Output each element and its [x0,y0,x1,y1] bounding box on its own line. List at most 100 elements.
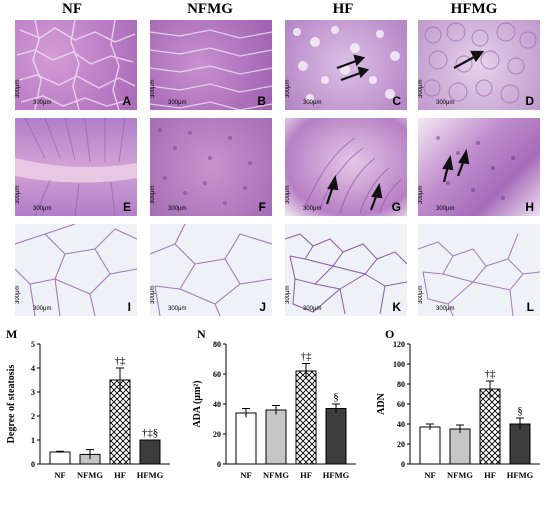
adipose-texture [150,224,272,316]
scale-bar-label: 300μm [15,79,21,98]
micrograph-panel-e: 300μm 300μm E [15,118,137,216]
bar [109,379,131,465]
y-tick-label: 2 [31,412,35,421]
arrow-icon [325,174,383,211]
scale-bar-label: 300μm [418,185,424,204]
scale-bar-label: 300μm [285,285,291,304]
scale-bar-label: 300μm [303,306,322,312]
panel-letter-d: D [525,94,534,108]
y-tick-label: 1 [31,436,35,445]
panel-letter-f: F [258,200,266,214]
micrograph-panel-l: 300μm 300μm L [418,224,540,316]
column-header-hfmg: HFMG [450,1,498,17]
scale-bar-label: 300μm [150,285,156,304]
arrow-icon [453,50,485,69]
significance-marker: †‡ [485,368,497,380]
bar [139,439,161,465]
scale-bar-label: 300μm [33,306,52,312]
scale-bar-label: 300μm [418,79,424,98]
panel-letter-k: K [392,300,401,314]
bar [235,412,257,465]
panel-letter-e: E [122,200,131,214]
bar [265,409,287,465]
bar [479,388,501,465]
liver-texture [150,29,272,110]
y-tick-label: 120 [393,340,405,349]
micrograph-panel-g: 300μm 300μm G [285,118,407,216]
x-tick-label: NFMG [77,470,103,480]
y-tick-label: 5 [31,340,35,349]
y-axis-label: ADN [376,392,387,414]
x-tick-label: NF [54,470,65,480]
y-tick-label: 0 [217,460,221,469]
scale-bar-label: 300μm [150,185,156,204]
x-tick-label: NFMG [263,470,289,480]
x-tick-label: HF [300,470,312,480]
y-axis-label: Degree of steatosis [6,365,17,444]
y-tick-label: 60 [397,400,405,409]
scale-bar-label: 300μm [168,306,187,312]
adipose-texture [285,233,407,315]
liver-texture [423,22,537,104]
column-header-hf: HF [332,1,354,17]
intestine-texture [436,136,515,200]
x-tick-label: NF [240,470,251,480]
bar [419,426,441,465]
panel-letter-h: H [525,200,534,214]
scale-bar-label: 300μm [418,285,424,304]
x-tick-label: HF [484,470,496,480]
y-tick-label: 80 [397,380,405,389]
scale-bar-label: 300μm [436,206,455,212]
panel-letter-l: L [526,300,534,314]
liver-texture [293,26,400,102]
y-tick-label: 80 [213,340,221,349]
y-tick-label: 40 [213,400,221,409]
bar [325,408,347,465]
y-tick-label: 20 [213,430,221,439]
scale-bar-label: 300μm [303,100,322,106]
panel-letter-a: A [122,94,131,108]
scale-bar-label: 300μm [436,100,455,106]
scale-bar-label: 300μm [150,79,156,98]
chart-panel-letter: O [385,327,394,341]
column-header-nf: NF [62,1,82,17]
chart-panel-letter: N [197,327,206,341]
significance-marker: †‡ [115,355,127,367]
y-tick-label: 100 [393,360,405,369]
panel-letter-j: J [259,300,266,314]
y-tick-label: 40 [397,420,405,429]
bar [295,370,317,465]
liver-texture [16,20,136,110]
panel-letter-i: I [127,300,131,314]
significance-marker: †‡ [301,351,313,363]
micrograph-panel-h: 300μm 300μm H [418,118,540,216]
micrograph-panel-d: 300μm 300μm D [418,20,540,110]
scale-bar-label: 300μm [168,206,187,212]
scale-bar-label: 300μm [15,185,21,204]
y-tick-label: 60 [213,370,221,379]
scale-bar-label: 300μm [33,100,52,106]
chart-panel-letter: M [6,327,17,341]
significance-marker: § [517,405,523,417]
adipose-texture [418,233,540,316]
intestine-texture [15,118,137,216]
scale-bar-label: 300μm [285,185,291,204]
micrograph-panel-i: 300μm 300μm I [15,224,137,316]
x-tick-label: HFMG [323,470,350,480]
x-tick-label: NFMG [447,470,473,480]
intestine-texture [158,128,264,208]
scale-bar-label: 300μm [15,285,21,304]
scale-bar-label: 300μm [285,79,291,98]
y-tick-label: 3 [31,388,35,397]
micrograph-panel-f: 300μm 300μm F [150,118,272,216]
significance-marker: § [333,391,339,403]
y-axis-label: ADA (μm²) [192,380,203,427]
column-header-nfmg: NFMG [187,1,233,17]
micrograph-panel-b: 300μm 300μm B [150,20,272,110]
micrograph-panel-k: 300μm 300μm K [285,224,407,316]
scale-bar-label: 300μm [303,206,322,212]
arrow-icon [442,148,470,183]
significance-marker: †‡§ [142,427,159,439]
x-tick-label: HF [114,470,126,480]
